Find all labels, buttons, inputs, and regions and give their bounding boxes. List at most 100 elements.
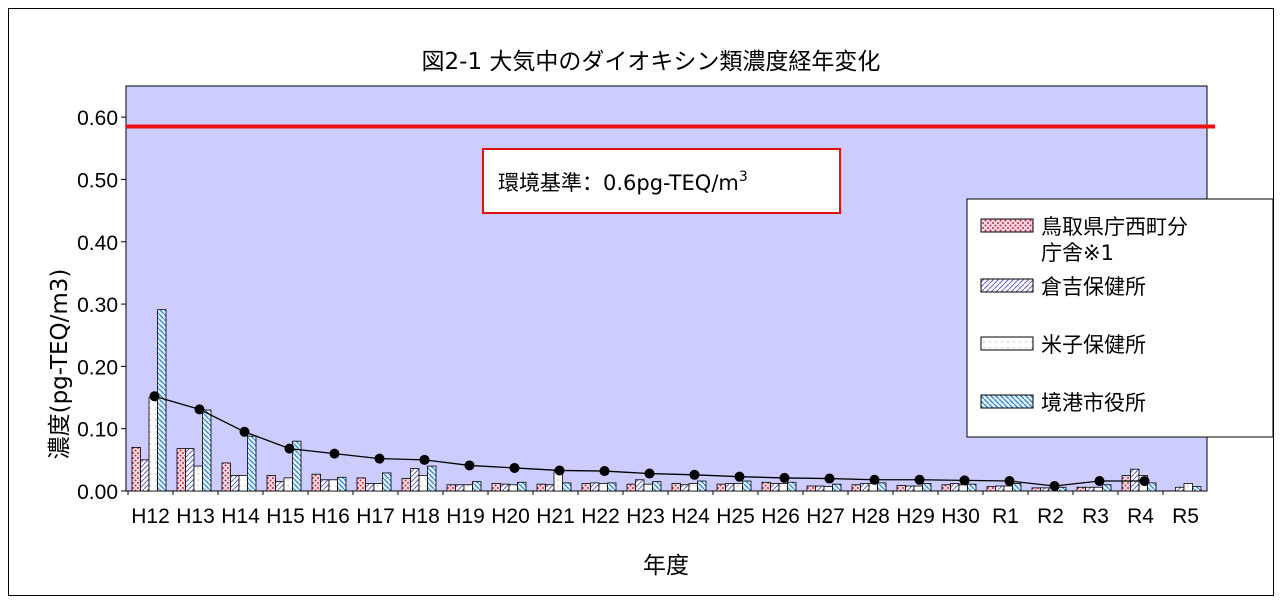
bar-1 — [446, 484, 456, 492]
bar-2 — [365, 483, 375, 492]
legend-label: 鳥取県庁西町分庁舎※1 — [1041, 215, 1188, 265]
bar-4 — [1102, 484, 1112, 492]
bar-4 — [652, 481, 662, 492]
average-point — [194, 404, 205, 415]
bar-2 — [680, 484, 690, 492]
bar-3 — [193, 465, 203, 492]
y-tick-label: 0.00 — [77, 481, 118, 504]
legend-swatch — [980, 336, 1034, 351]
standard-label-sup: 3 — [739, 169, 748, 185]
bar-2 — [545, 484, 555, 492]
bar-3 — [1003, 485, 1013, 492]
bar-3 — [238, 475, 248, 492]
bar-3 — [283, 477, 293, 492]
x-tick-label: H30 — [941, 505, 980, 528]
legend-swatch — [980, 278, 1034, 293]
average-point — [329, 448, 340, 459]
y-axis-title: 濃度(pg-TEQ/m3) — [47, 269, 73, 460]
average-point — [509, 462, 520, 473]
x-tick-label: H26 — [761, 505, 800, 528]
x-tick-label: H18 — [401, 505, 440, 528]
bar-2 — [410, 468, 420, 492]
legend-label: 倉吉保健所 — [1041, 275, 1146, 299]
bar-2 — [500, 483, 510, 492]
standard-label-text: 環境基準：0.6pg-TEQ/m — [498, 171, 739, 195]
bar-1 — [806, 485, 816, 492]
average-point — [419, 454, 430, 465]
bar-3 — [1183, 483, 1193, 492]
x-tick-label: R5 — [1172, 505, 1199, 528]
bar-2 — [185, 448, 195, 492]
y-tick-label: 0.50 — [77, 169, 118, 192]
bar-1 — [1121, 475, 1131, 492]
average-point — [464, 460, 475, 471]
bar-2 — [815, 485, 825, 492]
bar-2 — [770, 483, 780, 492]
bar-4 — [1147, 482, 1157, 492]
x-tick-label: H28 — [851, 505, 890, 528]
chart-title: 図2-1 大気中のダイオキシン類濃度経年変化 — [422, 49, 881, 75]
x-tick-label: R2 — [1037, 505, 1064, 528]
x-tick-label: H13 — [176, 505, 215, 528]
x-tick-label: H20 — [491, 505, 530, 528]
bar-4 — [1192, 486, 1202, 492]
bar-3 — [328, 479, 338, 492]
bar-4 — [517, 481, 527, 492]
x-tick-label: H29 — [896, 505, 935, 528]
bar-1 — [266, 475, 276, 492]
bar-1 — [626, 483, 636, 492]
legend-label: 米子保健所 — [1041, 333, 1146, 357]
bar-2 — [1085, 486, 1095, 492]
average-point — [914, 474, 925, 485]
bar-4 — [157, 309, 167, 492]
bar-2 — [725, 483, 735, 492]
average-point — [1094, 476, 1105, 487]
x-tick-label: R4 — [1127, 505, 1154, 528]
bar-2 — [1130, 468, 1140, 492]
bar-2 — [230, 475, 240, 492]
bar-1 — [1076, 486, 1086, 492]
average-point — [1049, 481, 1060, 492]
average-line-layer — [149, 391, 1150, 492]
bar-2 — [635, 479, 645, 492]
bar-4 — [697, 480, 707, 492]
average-point — [734, 471, 745, 482]
x-tick-label: H17 — [356, 505, 395, 528]
bar-2 — [590, 482, 600, 492]
y-tick-label: 0.40 — [77, 232, 118, 255]
y-tick-label: 0.20 — [77, 356, 118, 379]
average-point — [689, 469, 700, 480]
bar-1 — [761, 481, 771, 492]
x-tick-label: H16 — [311, 505, 350, 528]
x-axis: H12 H13 H14 H15 H16 H17 H18 H19 H20 H21 H22 H23 H24 H… — [127, 491, 1199, 528]
bar-1 — [851, 484, 861, 492]
average-point — [284, 443, 295, 454]
bar-4 — [787, 481, 797, 492]
bar-3 — [688, 483, 698, 492]
bar-4 — [337, 476, 347, 492]
x-tick-label: H21 — [536, 505, 575, 528]
bar-4 — [247, 435, 257, 492]
bar-3 — [373, 483, 383, 492]
x-tick-label: H14 — [221, 505, 260, 528]
x-tick-label: R3 — [1082, 505, 1109, 528]
legend-label-line: 庁舎※1 — [1041, 241, 1114, 265]
bar-1 — [176, 448, 186, 492]
legend-label-line: 鳥取県庁西町分 — [1041, 215, 1188, 239]
bar-2 — [905, 485, 915, 492]
average-point — [779, 472, 790, 483]
dioxin-chart: 図2-1 大気中のダイオキシン類濃度経年変化 0.000.100.200.300… — [47, 49, 1273, 579]
bar-3 — [1093, 486, 1103, 492]
bar-4 — [742, 480, 752, 492]
x-tick-label: H23 — [626, 505, 665, 528]
average-point — [149, 391, 160, 402]
bar-4 — [562, 482, 572, 492]
x-tick-label: H27 — [806, 505, 845, 528]
bar-2 — [140, 459, 150, 492]
bar-2 — [1040, 487, 1050, 492]
x-tick-label: R1 — [992, 505, 1019, 528]
bar-3 — [148, 397, 158, 492]
bar-1 — [536, 483, 546, 492]
average-point — [554, 465, 565, 476]
legend-swatch — [980, 394, 1034, 409]
